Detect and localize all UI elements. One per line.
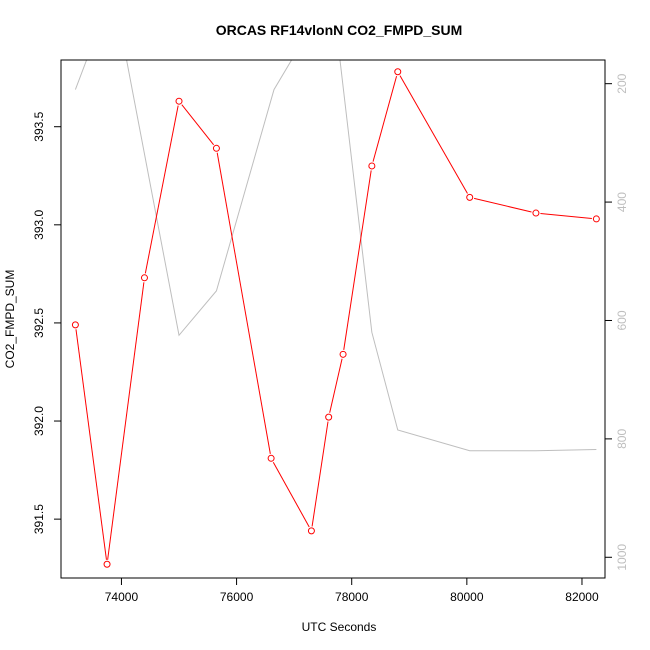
y-tick-label: 392.5 — [32, 308, 46, 338]
x-axis-label: UTC Seconds — [302, 620, 377, 634]
y-axis: 391.5 392.0 392.5 393.0 393.5 — [32, 111, 61, 534]
y2-tick-label: 200 — [615, 73, 629, 93]
series-1-line — [74, 60, 597, 452]
x-tick-label: 78000 — [335, 590, 369, 604]
series-0-point — [175, 97, 183, 105]
y-tick-label: 391.5 — [32, 504, 46, 534]
series-0-point — [140, 274, 148, 282]
series-0-point — [103, 560, 111, 568]
y2-tick-label: 400 — [615, 192, 629, 212]
series-0-point — [71, 321, 79, 329]
series-0-point — [325, 413, 333, 421]
series-0-segment — [272, 462, 310, 528]
series-0-point — [394, 68, 402, 76]
series-0-point — [532, 209, 540, 217]
x-tick-label: 80000 — [450, 590, 484, 604]
series-layer — [71, 60, 600, 568]
series-0-segment — [540, 212, 592, 219]
series-0-segment — [399, 75, 468, 194]
y-axis-label: CO2_FMPD_SUM — [3, 270, 17, 369]
series-0-segment — [311, 421, 329, 527]
series-0-segment — [144, 105, 179, 274]
series-0-point — [307, 527, 315, 535]
x-tick-label: 82000 — [565, 590, 599, 604]
y-tick-label: 392.0 — [32, 406, 46, 436]
series-0-segment — [75, 329, 107, 560]
y-tick-label: 393.0 — [32, 209, 46, 239]
y2-axis: 200 400 600 800 1000 — [605, 73, 629, 571]
y-tick-label: 393.5 — [32, 111, 46, 141]
series-0-segment — [216, 152, 271, 454]
series-0-point — [212, 144, 220, 152]
series-0-segment — [473, 197, 532, 213]
series-0-point — [466, 193, 474, 201]
series-0-point — [592, 215, 600, 223]
x-tick-label: 74000 — [105, 590, 139, 604]
x-tick-label: 76000 — [220, 590, 254, 604]
series-0-segment — [372, 75, 398, 162]
series-0-point — [339, 350, 347, 358]
chart-title: ORCAS RF14vlonN CO2_FMPD_SUM — [216, 22, 463, 38]
x-axis: 74000 76000 78000 80000 82000 — [105, 578, 599, 604]
series-0-point — [267, 454, 275, 462]
series-0-segment — [107, 282, 145, 560]
series-0-segment — [343, 170, 372, 350]
y2-tick-label: 1000 — [615, 544, 629, 571]
y2-tick-label: 800 — [615, 429, 629, 449]
series-0-segment — [329, 358, 343, 413]
plot-frame — [60, 59, 606, 579]
y2-tick-label: 600 — [615, 310, 629, 330]
series-0-point — [368, 162, 376, 170]
series-0-segment — [181, 104, 215, 146]
